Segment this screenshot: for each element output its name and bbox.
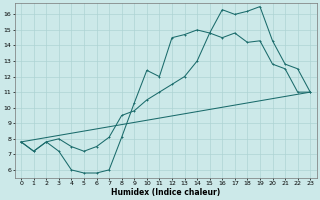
X-axis label: Humidex (Indice chaleur): Humidex (Indice chaleur) bbox=[111, 188, 220, 197]
